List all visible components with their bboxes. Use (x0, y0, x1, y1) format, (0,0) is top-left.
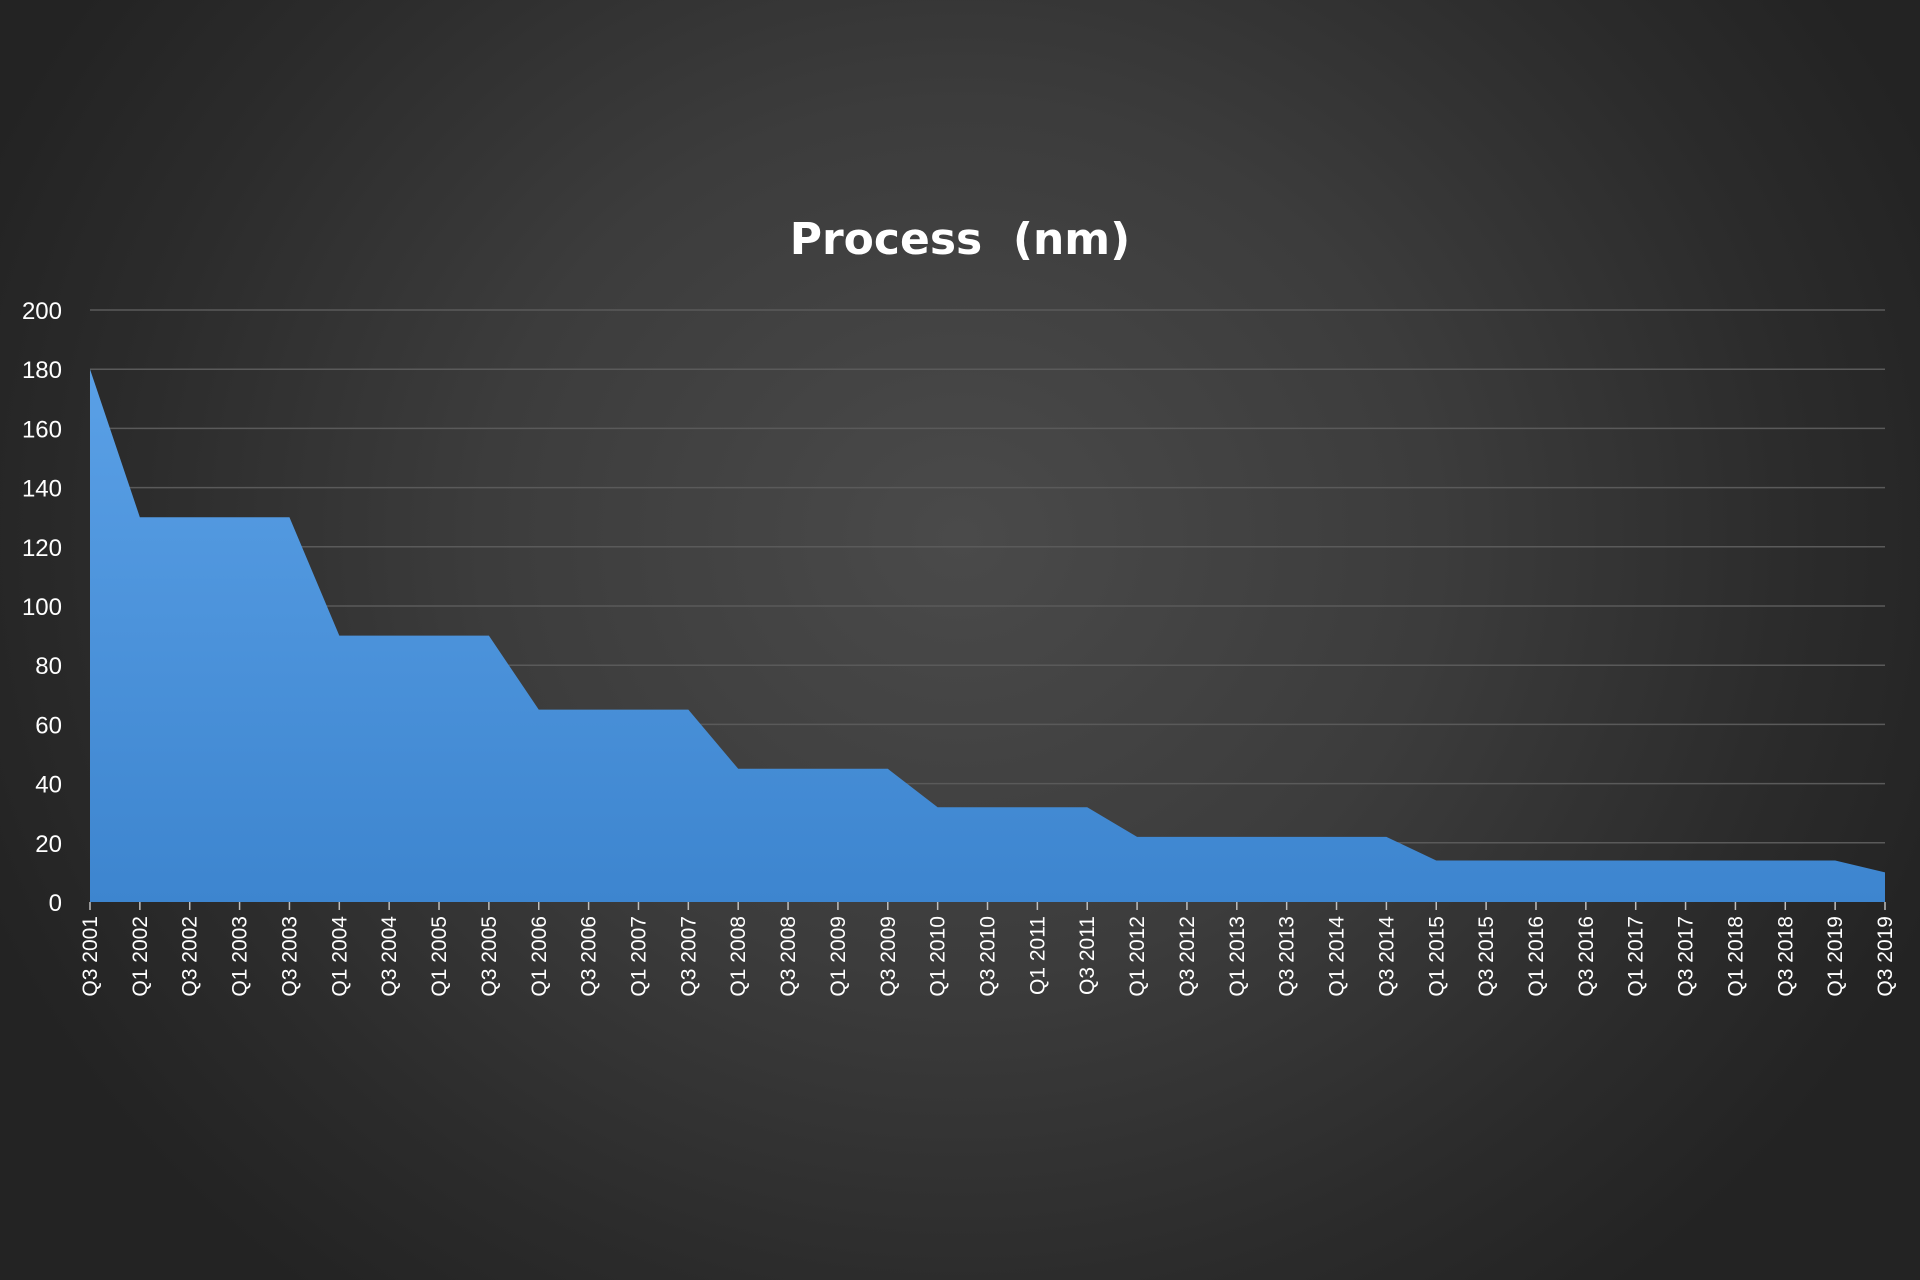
x-tick-label: Q3 2019 (1874, 916, 1897, 997)
x-tick-label: Q1 2011 (1026, 916, 1049, 995)
y-tick-label: 120 (22, 535, 62, 562)
chart-title: Process (nm) (790, 214, 1131, 265)
x-tick-label: Q1 2002 (129, 916, 152, 997)
y-tick-label: 100 (22, 594, 62, 621)
x-tick-label: Q1 2005 (428, 916, 451, 997)
x-tick-label: Q3 2004 (378, 916, 401, 997)
x-tick-label: Q1 2015 (1425, 916, 1448, 997)
y-tick-label: 80 (35, 653, 62, 680)
y-tick-label: 140 (22, 476, 62, 503)
x-tick-label: Q3 2012 (1176, 916, 1199, 997)
x-tick-label: Q3 2009 (877, 916, 900, 997)
x-tick-label: Q3 2005 (478, 916, 501, 997)
x-tick-label: Q3 2003 (278, 916, 301, 997)
y-tick-label: 200 (22, 298, 62, 325)
area-series (90, 369, 1885, 902)
x-tick-label: Q3 2011 (1076, 916, 1099, 995)
area-series-fill (90, 369, 1885, 902)
x-tick-label: Q1 2009 (827, 916, 850, 997)
x-tick-label: Q3 2013 (1276, 916, 1299, 997)
y-tick-label: 160 (22, 416, 62, 443)
y-tick-label: 180 (22, 357, 62, 384)
x-tick-label: Q1 2014 (1326, 916, 1349, 997)
x-tick-label: Q1 2016 (1525, 916, 1548, 997)
y-tick-label: 20 (35, 831, 62, 858)
x-tick-label: Q1 2017 (1625, 916, 1648, 997)
y-tick-label: 40 (35, 772, 62, 799)
x-tick-label: Q3 2018 (1774, 916, 1797, 997)
x-tick-label: Q1 2003 (229, 916, 252, 997)
x-tick-label: Q1 2018 (1724, 916, 1747, 997)
x-axis: Q3 2001 Q1 2002 Q3 2002 Q1 2003 Q3 2003 Q1 20… (79, 902, 1897, 997)
x-tick-label: Q3 2006 (578, 916, 601, 997)
x-tick-label: Q3 2010 (977, 916, 1000, 997)
x-tick-label: Q1 2008 (727, 916, 750, 997)
x-tick-label: Q3 2014 (1375, 916, 1398, 997)
x-tick-label: Q3 2001 (79, 916, 102, 997)
y-tick-label: 0 (49, 890, 62, 917)
x-tick-label: Q1 2012 (1126, 916, 1149, 997)
x-tick-label: Q3 2008 (777, 916, 800, 997)
x-tick-label: Q1 2007 (627, 916, 650, 997)
x-tick-label: Q1 2019 (1824, 916, 1847, 997)
x-tick-label: Q3 2017 (1675, 916, 1698, 997)
x-tick-label: Q3 2016 (1575, 916, 1598, 997)
x-tick-label: Q1 2010 (927, 916, 950, 997)
y-axis: 0 20 40 60 80 100 120 140 160 180 200 (22, 298, 62, 917)
x-tick-label: Q1 2013 (1226, 916, 1249, 997)
x-tick-label: Q3 2007 (677, 916, 700, 997)
x-tick-label: Q1 2004 (328, 916, 351, 997)
y-tick-label: 60 (35, 712, 62, 739)
x-tick-label: Q3 2015 (1475, 916, 1498, 997)
x-tick-label: Q1 2006 (528, 916, 551, 997)
x-tick-label: Q3 2002 (179, 916, 202, 997)
